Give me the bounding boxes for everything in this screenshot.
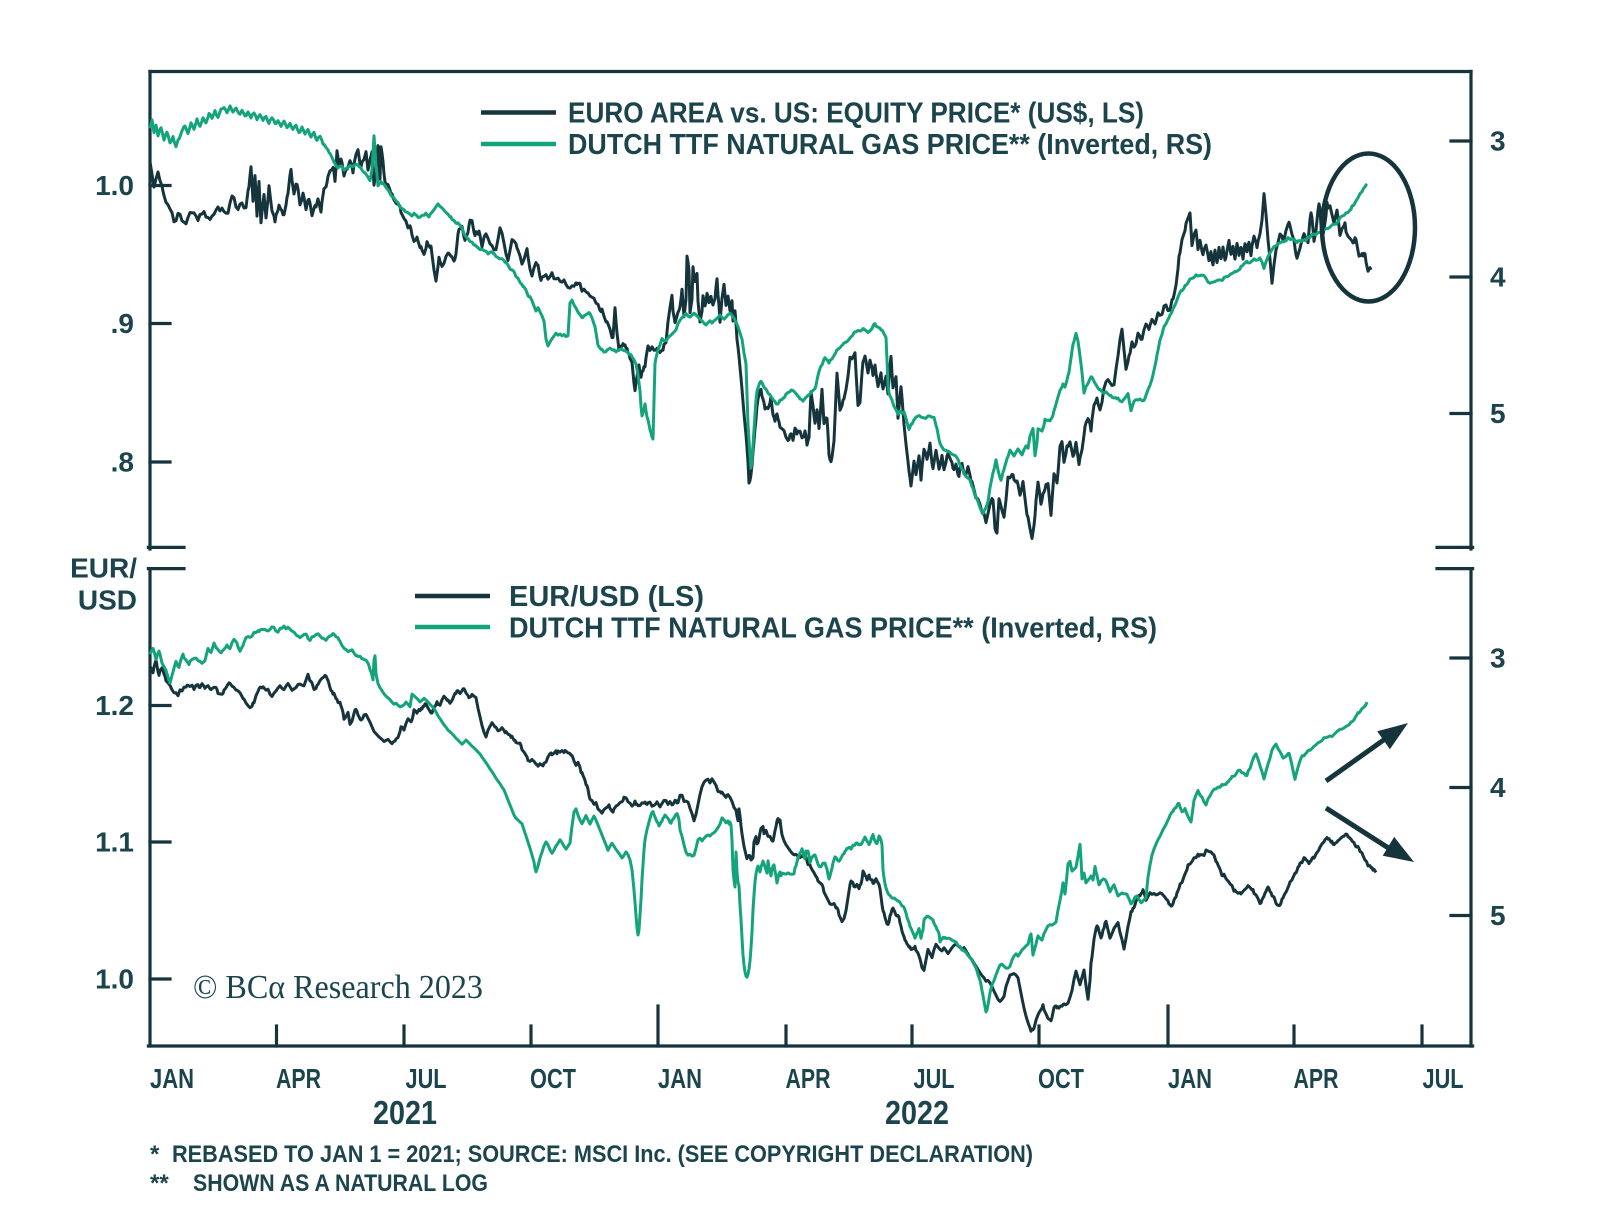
svg-text:1.0: 1.0 bbox=[95, 170, 134, 201]
svg-text:APR: APR bbox=[276, 1063, 321, 1094]
svg-text:APR: APR bbox=[786, 1063, 831, 1094]
svg-text:OCT: OCT bbox=[1038, 1063, 1084, 1094]
svg-text:4: 4 bbox=[1490, 262, 1506, 293]
svg-text:USD: USD bbox=[78, 585, 137, 616]
svg-text:© BCα Research 2023: © BCα Research 2023 bbox=[193, 969, 483, 1006]
svg-text:JUL: JUL bbox=[406, 1063, 447, 1094]
svg-text:JAN: JAN bbox=[658, 1063, 702, 1094]
svg-text:EURO AREA vs. US: EQUITY PRICE: EURO AREA vs. US: EQUITY PRICE* (US$, LS… bbox=[568, 98, 1144, 130]
svg-text:1.0: 1.0 bbox=[95, 964, 134, 995]
svg-text:APR: APR bbox=[1294, 1063, 1339, 1094]
svg-text:REBASED TO JAN 1 = 2021; SOURC: REBASED TO JAN 1 = 2021; SOURCE: MSCI In… bbox=[172, 1141, 1033, 1168]
svg-text:EUR/USD (LS): EUR/USD (LS) bbox=[509, 581, 704, 613]
svg-text:JAN: JAN bbox=[1168, 1063, 1212, 1094]
svg-text:1.2: 1.2 bbox=[95, 690, 134, 721]
svg-text:2021: 2021 bbox=[373, 1094, 437, 1131]
svg-text:3: 3 bbox=[1490, 126, 1506, 157]
svg-text:**: ** bbox=[150, 1170, 169, 1197]
svg-text:*: * bbox=[150, 1141, 160, 1168]
svg-text:1.1: 1.1 bbox=[95, 827, 134, 858]
svg-text:5: 5 bbox=[1490, 398, 1506, 429]
svg-text:2022: 2022 bbox=[885, 1094, 949, 1131]
svg-text:5: 5 bbox=[1490, 900, 1506, 931]
svg-text:JUL: JUL bbox=[914, 1063, 955, 1094]
svg-text:SHOWN AS A NATURAL LOG: SHOWN AS A NATURAL LOG bbox=[193, 1170, 488, 1197]
svg-text:DUTCH TTF NATURAL GAS PRICE**: DUTCH TTF NATURAL GAS PRICE** (Inverted,… bbox=[509, 613, 1157, 645]
svg-text:DUTCH TTF NATURAL GAS PRICE**: DUTCH TTF NATURAL GAS PRICE** (Inverted,… bbox=[568, 129, 1212, 161]
svg-text:EUR/: EUR/ bbox=[70, 553, 137, 584]
svg-text:.8: .8 bbox=[111, 447, 134, 478]
svg-text:.9: .9 bbox=[111, 308, 134, 339]
svg-text:3: 3 bbox=[1490, 643, 1506, 674]
svg-text:4: 4 bbox=[1490, 772, 1506, 803]
svg-text:OCT: OCT bbox=[530, 1063, 576, 1094]
svg-text:JAN: JAN bbox=[150, 1063, 194, 1094]
svg-text:JUL: JUL bbox=[1423, 1063, 1464, 1094]
